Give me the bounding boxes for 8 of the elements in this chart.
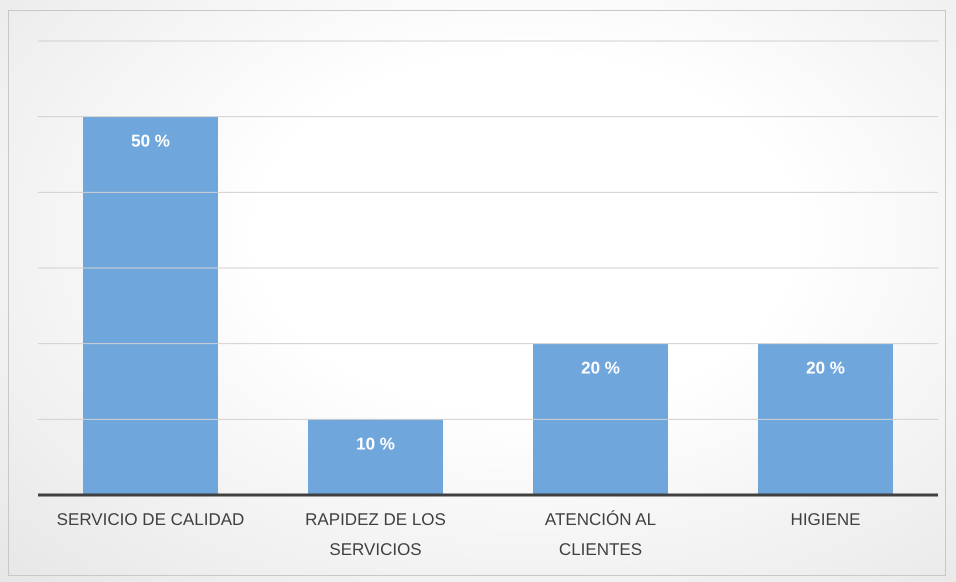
data-label: 20 % bbox=[806, 358, 845, 378]
data-label: 20 % bbox=[581, 358, 620, 378]
data-label: 10 % bbox=[356, 434, 395, 454]
x-tick-label: HIGIENE bbox=[790, 510, 860, 530]
x-tick-label: ATENCIÓN AL CLIENTES bbox=[544, 510, 656, 560]
x-tick-label: RAPIDEZ DE LOS SERVICIOS bbox=[305, 510, 446, 560]
data-label: 50 % bbox=[131, 132, 170, 151]
x-tick-label: SERVICIO DE CALIDAD bbox=[56, 510, 244, 530]
